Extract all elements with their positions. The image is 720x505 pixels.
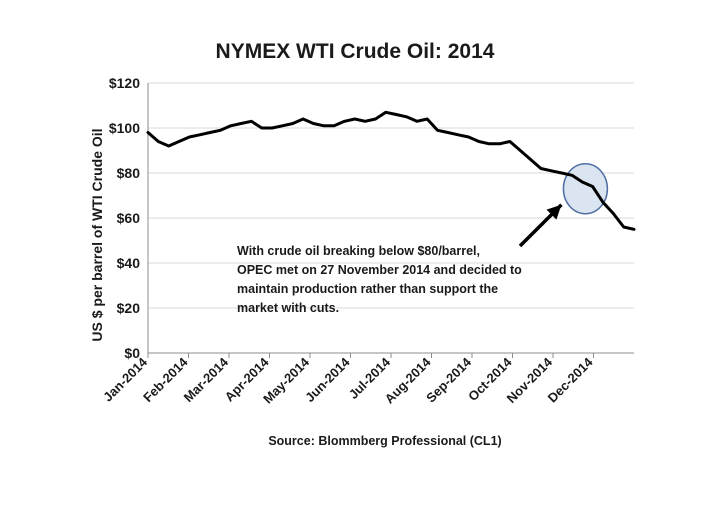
y-tick-label: $100 [109,120,140,136]
chart-source: Source: Blommberg Professional (CL1) [268,434,501,448]
annotation-line: market with cuts. [237,301,339,315]
annotation-line: OPEC met on 27 November 2014 and decided… [237,263,522,277]
y-tick-labels: $0 $20 $40 $60 $80 $100 $120 [109,75,140,361]
y-tick-label: $0 [124,345,140,361]
y-axis-label: US $ per barrel of WTI Crude Oil [89,128,105,341]
chart-title: NYMEX WTI Crude Oil: 2014 [216,40,495,63]
annotation-arrow-head [546,204,562,220]
y-tick-label: $20 [117,300,141,316]
x-tick-label: Dec-2014 [545,354,597,406]
annotation-line: With crude oil breaking below $80/barrel… [237,244,480,258]
annotation-arrow-layer [518,203,563,248]
y-tick-label: $80 [117,165,141,181]
x-tick-labels: Jan-2014Feb-2014Mar-2014Apr-2014May-2014… [100,354,596,407]
highlight-circle-layer [562,163,609,215]
series-layer [146,110,636,231]
x-tick-label: Sep-2014 [423,354,475,406]
x-tick-label: Jun-2014 [302,354,353,405]
y-tick-label: $40 [117,255,141,271]
series-line [146,110,636,231]
axes [147,83,634,358]
y-tick-label: $60 [117,210,141,226]
highlight-circle [562,163,609,215]
y-tick-label: $120 [109,75,140,91]
annotation-line: maintain production rather than support … [237,282,498,296]
annotation-text: With crude oil breaking below $80/barrel… [237,244,522,315]
